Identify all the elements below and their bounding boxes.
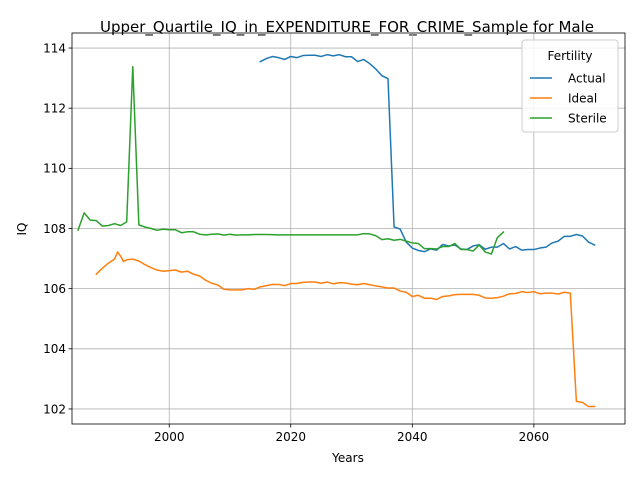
- series-line-ideal: [95, 251, 596, 408]
- x-tick-label: 2040: [397, 430, 428, 444]
- series-line-actual: [259, 53, 596, 253]
- x-axis-ticks: 2000 2020 2040 2060: [154, 424, 549, 444]
- x-tick-label: 2000: [154, 430, 185, 444]
- x-axis-label: Years: [331, 451, 364, 465]
- y-tick-label: 112: [43, 101, 66, 115]
- legend-label-ideal: Ideal: [568, 91, 597, 105]
- x-tick-label: 2060: [519, 430, 550, 444]
- series-line-sterile: [77, 65, 505, 255]
- y-tick-label: 104: [43, 342, 66, 356]
- series-lines: [77, 53, 596, 408]
- legend-label-actual: Actual: [568, 71, 606, 85]
- x-tick-label: 2020: [275, 430, 306, 444]
- y-axis-ticks: 102 104 106 108 110 112 114: [43, 41, 72, 416]
- y-tick-label: 108: [43, 222, 66, 236]
- y-tick-label: 102: [43, 402, 66, 416]
- y-tick-label: 114: [43, 41, 66, 55]
- y-tick-label: 106: [43, 282, 66, 296]
- y-tick-label: 110: [43, 162, 66, 176]
- legend-title: Fertility: [547, 49, 592, 63]
- legend-entries: Actual Ideal Sterile: [530, 71, 607, 125]
- legend: Fertility Actual Ideal Sterile: [521, 39, 619, 133]
- legend-box: [521, 39, 619, 133]
- legend-label-sterile: Sterile: [568, 111, 607, 125]
- y-axis-label: IQ: [15, 223, 29, 236]
- chart-title: Upper_Quartile_IQ_in_EXPENDITURE_FOR_CRI…: [100, 18, 594, 37]
